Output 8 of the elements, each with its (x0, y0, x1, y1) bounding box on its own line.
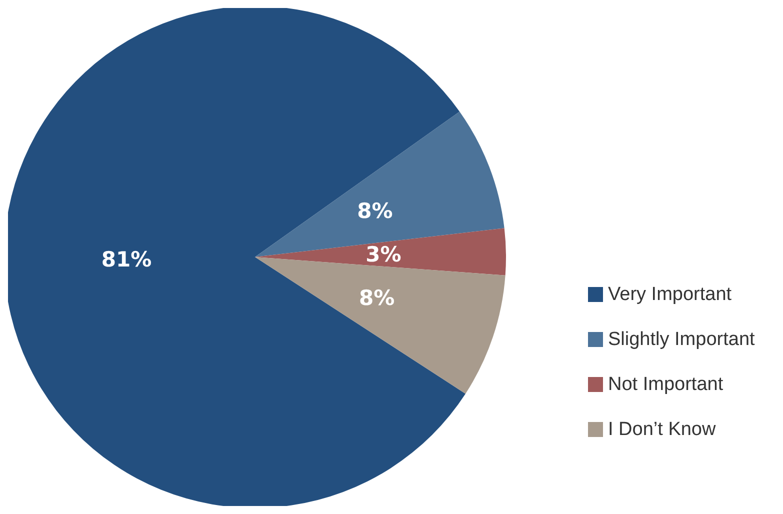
legend-label: Slightly Important (608, 329, 756, 350)
data-label: 81% (101, 248, 152, 272)
legend-label: Not Important (608, 374, 724, 395)
legend-label: I Don’t Know (608, 419, 716, 440)
data-label: 8% (357, 198, 393, 223)
data-label: 8% (358, 286, 395, 310)
legend-label: Very Important (608, 284, 732, 305)
data-label: 3% (366, 242, 402, 266)
